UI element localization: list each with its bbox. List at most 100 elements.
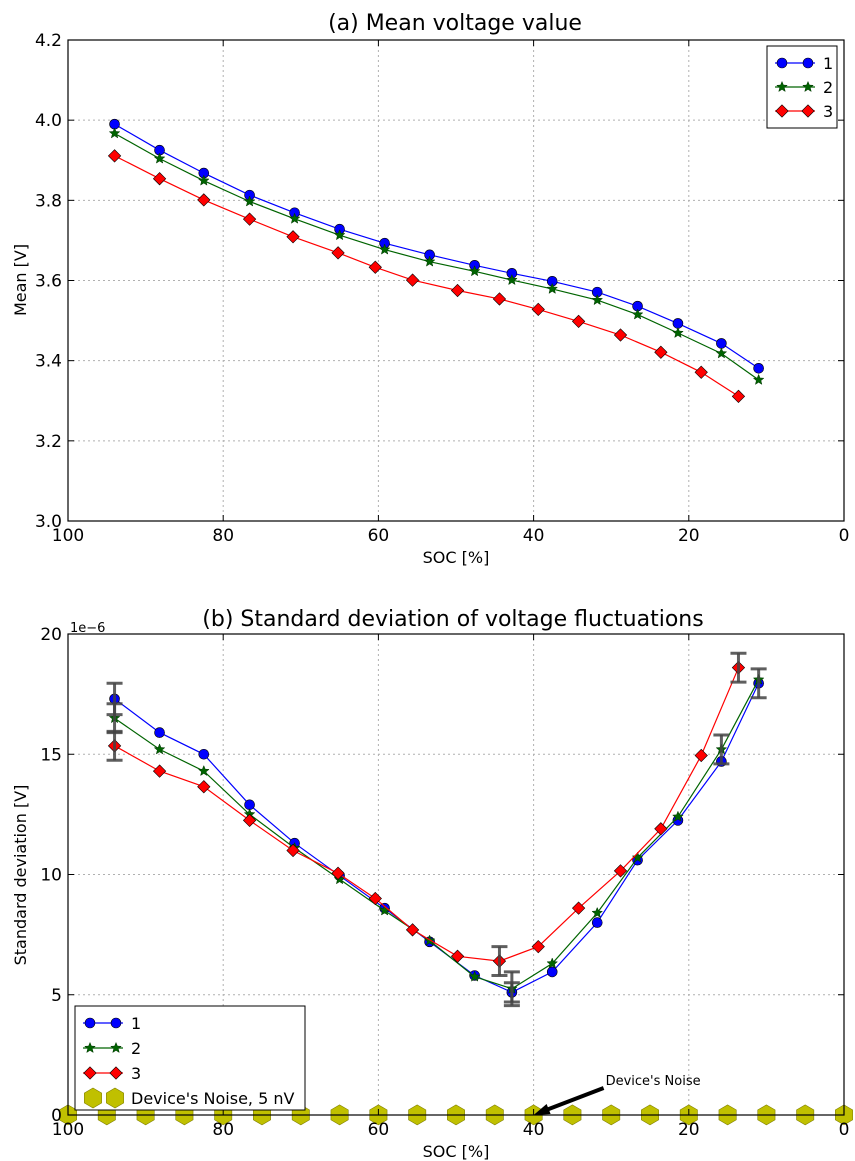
data-point: [153, 743, 166, 755]
data-point: [288, 212, 301, 224]
data-point: [331, 866, 345, 880]
data-point: [331, 246, 345, 260]
y-tick-label: 15: [40, 745, 62, 765]
legend-marker: [802, 57, 814, 69]
x-tick-label: 60: [368, 1120, 390, 1140]
chart-b-title: (b) Standard deviation of voltage fluctu…: [202, 607, 703, 632]
legend-entry: Device's Noise, 5 nV: [84, 1087, 295, 1109]
annotation-arrowhead: [533, 1104, 551, 1115]
data-point: [546, 957, 559, 969]
data-point: [531, 940, 545, 954]
series-line: [114, 667, 740, 962]
legend-label: 2: [131, 1039, 141, 1058]
error-bars: [106, 651, 767, 1008]
y-tick-label: 20: [40, 625, 62, 645]
data-point: [378, 904, 391, 916]
chart-a-legend: 1 2 3: [766, 45, 838, 129]
data-point: [631, 308, 644, 320]
data-point: [378, 243, 391, 255]
chart-a-xlabel: SOC [%]: [423, 548, 490, 567]
series-3: [107, 661, 746, 968]
data-point: [752, 373, 765, 385]
data-point: [753, 362, 764, 374]
data-point: [154, 727, 165, 738]
legend-entry: 1: [83, 1014, 141, 1033]
legend-label: Device's Noise, 5 nV: [131, 1089, 295, 1108]
legend-marker: [106, 1087, 124, 1109]
legend-marker: [776, 57, 788, 69]
series-1: [109, 678, 764, 998]
data-point: [571, 314, 586, 329]
data-point: [108, 127, 121, 139]
series-line: [114, 123, 759, 369]
data-point: [468, 970, 481, 982]
data-point: [694, 748, 708, 763]
data-point: [286, 230, 300, 244]
data-point: [423, 255, 436, 267]
series-1: [109, 118, 764, 374]
data-point: [613, 328, 628, 342]
data-point: [715, 347, 728, 359]
x-tick-label: 40: [523, 526, 545, 546]
legend-marker: [110, 1041, 122, 1053]
data-point: [591, 293, 604, 306]
series-2: [108, 673, 765, 994]
legend-entry: 2: [775, 78, 833, 97]
data-point: [450, 949, 465, 963]
data-point: [242, 212, 257, 226]
data-point: [571, 901, 586, 915]
data-point: [197, 780, 211, 794]
legend-label: 2: [823, 78, 833, 97]
legend-entry: 3: [775, 102, 833, 121]
data-point: [591, 906, 604, 918]
x-tick-label: 100: [52, 526, 84, 546]
device-noise-annotation: Device's Noise: [533, 1074, 701, 1115]
y-tick-label: 3.8: [35, 191, 62, 211]
x-tick-label: 20: [678, 1120, 700, 1140]
y-tick-label: 4.2: [35, 31, 62, 51]
data-point: [152, 172, 167, 186]
legend-entry: 3: [83, 1064, 141, 1083]
x-tick-label: 80: [212, 1120, 234, 1140]
legend-marker: [84, 1087, 102, 1109]
data-point: [242, 813, 257, 828]
legend-marker: [802, 80, 814, 92]
data-point: [531, 302, 545, 316]
data-point: [492, 292, 507, 306]
y-tick-label: 3.2: [35, 432, 62, 452]
legend-marker: [84, 1017, 96, 1029]
chart-b-legend: 1 2 3 Device's Noise, 5 nV: [74, 1005, 306, 1111]
series-2: [108, 127, 765, 385]
data-point: [631, 851, 644, 863]
y-tick-label: 0: [51, 1106, 62, 1126]
annotation-text: Device's Noise: [606, 1074, 701, 1089]
data-point: [197, 174, 210, 186]
x-tick-label: 80: [212, 526, 234, 546]
data-point: [368, 891, 382, 906]
data-point: [546, 966, 558, 978]
legend-marker: [109, 1066, 123, 1080]
legend-entry: 1: [775, 54, 833, 73]
chart-b-ticks: 100 80 60 40 20 0 0 5 10 15 20: [40, 625, 849, 1140]
legend-marker: [110, 1017, 122, 1029]
legend-label: 1: [131, 1014, 141, 1033]
y-tick-label: 4.0: [35, 111, 62, 131]
data-point: [716, 338, 727, 349]
legend-marker: [776, 80, 788, 92]
data-point: [107, 149, 122, 163]
legend-marker: [83, 1066, 97, 1080]
series-line: [114, 132, 759, 381]
series-3: [107, 149, 746, 403]
legend-entry: 2: [83, 1039, 141, 1058]
data-point: [243, 195, 256, 207]
data-point: [368, 260, 382, 274]
x-tick-label: 40: [523, 1120, 545, 1140]
legend-marker: [775, 104, 789, 118]
data-point: [197, 764, 210, 777]
chart-a-ticks: 100 80 60 40 20 0 3.0 3.2 3.4 3.6 3.8 4.0 4.2: [35, 31, 849, 546]
data-point: [546, 282, 559, 294]
legend-marker: [84, 1041, 96, 1053]
y-tick-label: 3.4: [35, 352, 62, 372]
data-point: [468, 265, 481, 277]
